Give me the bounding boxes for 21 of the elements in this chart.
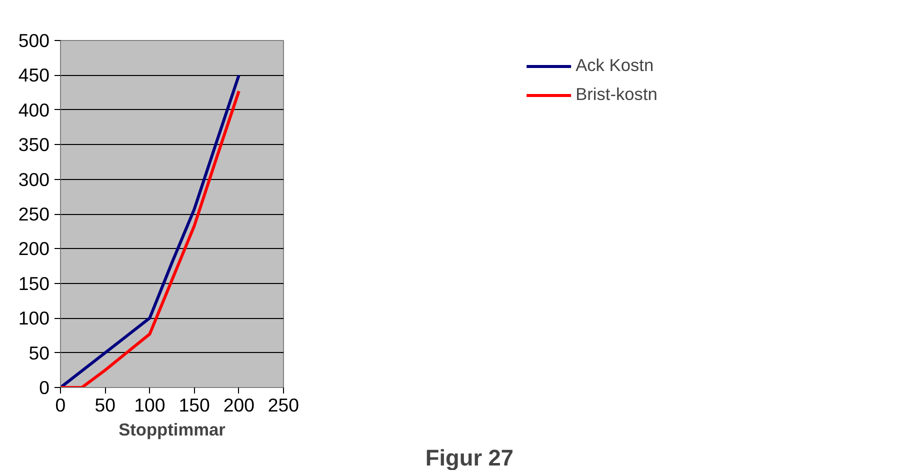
y-tick-label: 350 — [18, 134, 50, 156]
y-tick-label: 100 — [18, 308, 50, 329]
x-tick-label: 150 — [178, 394, 210, 416]
y-tick-label: 150 — [18, 272, 50, 294]
y-tick-label: 450 — [18, 64, 50, 86]
y-tick-label: 250 — [18, 204, 50, 224]
x-tick-label: 0 — [55, 394, 66, 416]
y-tick-label: 500 — [18, 30, 50, 51]
x-axis-title: Stopptimmar — [118, 420, 226, 440]
x-tick-label: 250 — [268, 394, 300, 416]
y-tick-label: 200 — [18, 238, 50, 260]
x-tick-label: 100 — [134, 394, 166, 416]
y-tick-label: 50 — [28, 342, 50, 364]
y-tick-label: 400 — [18, 99, 50, 120]
x-tick-label: 200 — [223, 394, 254, 416]
y-tick-label: 0 — [39, 377, 50, 398]
text: Figur 27 — [425, 444, 514, 470]
x-tick-label: 50 — [94, 394, 116, 416]
legend-label: Brist-kostn — [576, 84, 658, 105]
legend-label: Ack Kostn — [576, 55, 654, 76]
y-tick-label: 300 — [18, 168, 50, 190]
